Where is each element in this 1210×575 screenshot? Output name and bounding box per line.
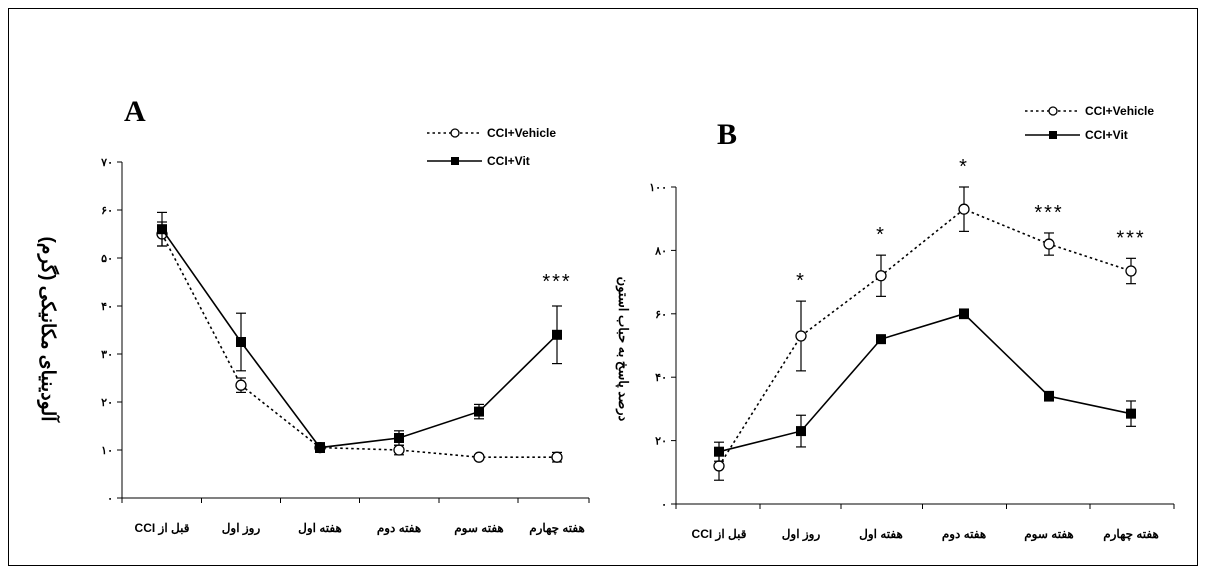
panel-a-ytick-label: ۴۰ [101,301,113,313]
panel-b-xtick-label: روز اول [782,527,821,542]
panel-b-ytick-label: ۴۰ [655,372,667,384]
panel-b-significance-marker: *** [1116,227,1145,249]
panel-b-ytick-label: ۰ [661,499,667,511]
panel-a-vit-point [394,433,404,443]
panel-b-vehicle-point [795,330,807,342]
panel-a-legend-vit-marker [451,157,459,165]
panel-a-ytick-label: ۰ [107,493,113,505]
panel-a-vehicle-point [551,451,563,463]
panel-b-letter: B [717,118,737,151]
panel-a-ytick-label: ۷۰ [100,157,113,169]
panel-b-ytick-label: ۶۰ [655,309,667,321]
panel-b-xtick-label: قبل از CCI [692,527,747,542]
panel-a-ytick-label: ۶۰ [101,205,113,217]
panel-a-significance-marker: *** [542,271,571,293]
panel-b-vit-point [796,426,806,437]
panel-a-vehicle-point [393,444,405,456]
panel-a-vehicle-point [235,379,247,391]
panel-b-vit-point [1126,408,1136,419]
panel-b-vehicle-point [713,460,725,472]
panel-a-vit-point [552,329,562,340]
panel-b-vehicle-point [1043,238,1055,250]
panel-a-xtick-label: روز اول [222,521,261,536]
panel-b-ytick-label: ۲۰ [655,436,667,448]
panel-a-vit-line [161,228,558,449]
panel-a-y-axis-label: آلودینیای مکانیکی (گرم) [37,236,61,423]
panel-b-vehicle-point [875,270,887,282]
panel-b-significance-marker: * [796,270,806,292]
panel-b-significance-marker: *** [1034,202,1063,224]
panel-b-vit-point [959,308,969,319]
panel-a-ytick-label: ۲۰ [101,397,113,409]
panel-a-vit-point [315,442,325,453]
panel-b-legend-vehicle-label: CCI+Vehicle [1085,104,1154,118]
panel-b-legend-vit-marker [1049,131,1057,139]
panel-b-xtick-label: هفته سوم [1024,527,1073,542]
panel-a-vehicle-line [161,233,557,458]
panel-b-vit-point [714,446,724,457]
panel-b-vehicle-line [718,208,1132,467]
panel-a-xtick-label: قبل از CCI [135,521,190,536]
panel-b-vehicle-point [1125,265,1137,277]
panel-a-legend-vehicle-label: CCI+Vehicle [487,126,556,140]
panel-a-xtick-label: هفته چهارم [529,521,585,536]
chart-canvas: A ۰ ۱۰ ۲۰ ۳۰ ۴۰ ۵۰ ۶۰ ۷۰ قبل از CCI روز اول هفته او… [37,95,1175,542]
panel-a-vit-point [157,224,167,235]
panel-b-significance-marker: * [876,224,886,246]
panel-a-legend-vehicle-marker [450,128,460,138]
panel-a-ytick-label: ۳۰ [101,349,113,361]
panel-b-vit-point [1044,391,1054,402]
panel-a-vit-point [474,406,484,417]
panel-b-ytick-label: ۸۰ [654,245,667,257]
panel-b-significance-marker: * [959,156,969,178]
panel-b-vit-line [718,312,1132,453]
panel-b-y-axis-label: درصد پاسخ به حباب استون [615,277,631,422]
panel-b-vehicle-point [958,203,970,215]
panel-a-letter: A [124,95,146,128]
panel-a-xtick-label: هفته اول [298,521,342,536]
panel-a-ytick-label: ۱۰ [101,445,113,457]
figure-frame: A ۰ ۱۰ ۲۰ ۳۰ ۴۰ ۵۰ ۶۰ ۷۰ قبل از CCI روز اول هفته او… [8,8,1198,566]
panel-b-xtick-label: هفته چهارم [1103,527,1159,542]
panel-b-vit-point [876,334,886,345]
panel-b-xtick-label: هفته دوم [942,527,986,542]
panel-b-xtick-label: هفته اول [859,527,903,542]
panel-a-xtick-label: هفته سوم [454,521,503,536]
panel-b-legend-vit-label: CCI+Vit [1085,128,1128,142]
panel-a-vehicle-point [473,451,485,463]
panel-b-legend-vehicle-marker [1048,106,1058,116]
panel-a-vit-point [236,337,246,347]
panel-a-ytick-label: ۵۰ [101,253,113,265]
panel-b-ytick-label: ۱۰۰ [649,182,667,194]
panel-a-xtick-label: هفته دوم [377,521,421,536]
panel-a-legend-vit-label: CCI+Vit [487,154,530,168]
